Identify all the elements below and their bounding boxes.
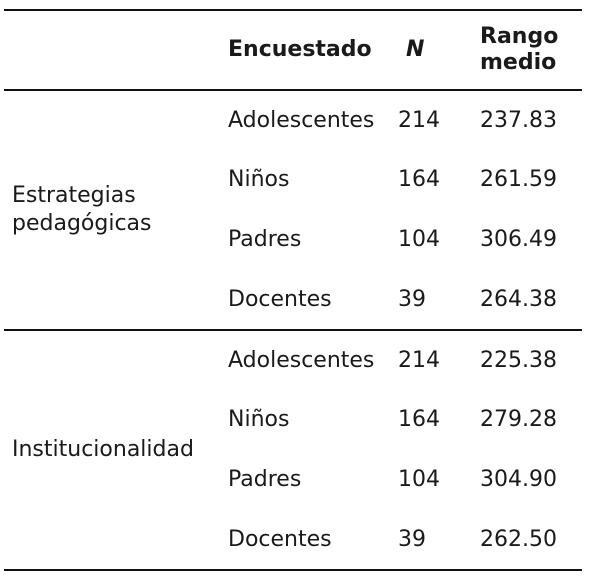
mean-rank-cell: 306.49 bbox=[480, 227, 557, 252]
table-row: Niños 164 261.59 bbox=[4, 150, 582, 210]
mean-rank-cell: 279.28 bbox=[480, 407, 557, 432]
header-row: Encuestado N Rango medio bbox=[4, 10, 582, 90]
header-n: N bbox=[406, 37, 425, 62]
table-row: Padres 104 304.90 bbox=[4, 450, 582, 510]
table-row: Estrategias pedagógicas Adolescentes 214… bbox=[4, 90, 582, 236]
mean-rank-cell: 304.90 bbox=[480, 467, 557, 492]
table-row: Institucionalidad Adolescentes 214 225.3… bbox=[4, 330, 582, 462]
n-cell: 39 bbox=[398, 286, 426, 312]
respondent-cell: Niños bbox=[228, 167, 290, 192]
n-cell: 214 bbox=[398, 107, 440, 133]
table-row: Docentes 39 262.50 bbox=[4, 510, 582, 570]
results-table-container: Encuestado N Rango medio Estrategias ped… bbox=[4, 9, 582, 571]
section-estrategias: Estrategias pedagógicas Adolescentes 214… bbox=[4, 90, 582, 330]
group-label-line1: Institucionalidad bbox=[12, 437, 194, 462]
header-respondent: Encuestado bbox=[228, 37, 372, 62]
n-cell: 39 bbox=[398, 526, 426, 552]
respondent-cell: Niños bbox=[228, 407, 290, 432]
mean-rank-cell: 225.38 bbox=[480, 347, 557, 373]
table-row: Niños 164 279.28 bbox=[4, 390, 582, 450]
group-label: Estrategias pedagógicas bbox=[4, 90, 214, 330]
n-cell: 164 bbox=[398, 167, 440, 192]
mean-rank-cell: 264.38 bbox=[480, 286, 557, 312]
respondent-cell: Docentes bbox=[228, 286, 332, 312]
n-cell: 164 bbox=[398, 407, 440, 432]
mean-rank-table: Encuestado N Rango medio Estrategias ped… bbox=[4, 9, 582, 571]
header-mean-rank-line1: Rango bbox=[480, 24, 559, 49]
respondent-cell: Adolescentes bbox=[228, 107, 375, 133]
section-institucionalidad: Institucionalidad Adolescentes 214 225.3… bbox=[4, 330, 582, 570]
n-cell: 214 bbox=[398, 347, 440, 373]
header-mean-rank: Rango medio bbox=[472, 10, 582, 90]
header-mean-rank-line2: medio bbox=[480, 50, 557, 75]
respondent-cell: Docentes bbox=[228, 526, 332, 552]
n-cell: 104 bbox=[398, 227, 440, 252]
table-row: Padres 104 306.49 bbox=[4, 210, 582, 270]
group-label-line1: Estrategias bbox=[12, 183, 136, 208]
group-label: Institucionalidad bbox=[4, 330, 214, 570]
respondent-cell: Padres bbox=[228, 467, 302, 492]
mean-rank-cell: 237.83 bbox=[480, 107, 557, 133]
respondent-cell: Adolescentes bbox=[228, 347, 375, 373]
respondent-cell: Padres bbox=[228, 227, 302, 252]
header-group bbox=[4, 10, 214, 90]
n-cell: 104 bbox=[398, 467, 440, 492]
group-label-line2: pedagógicas bbox=[12, 211, 152, 236]
mean-rank-cell: 262.50 bbox=[480, 526, 557, 552]
table-row: Docentes 39 264.38 bbox=[4, 270, 582, 330]
mean-rank-cell: 261.59 bbox=[480, 167, 557, 192]
